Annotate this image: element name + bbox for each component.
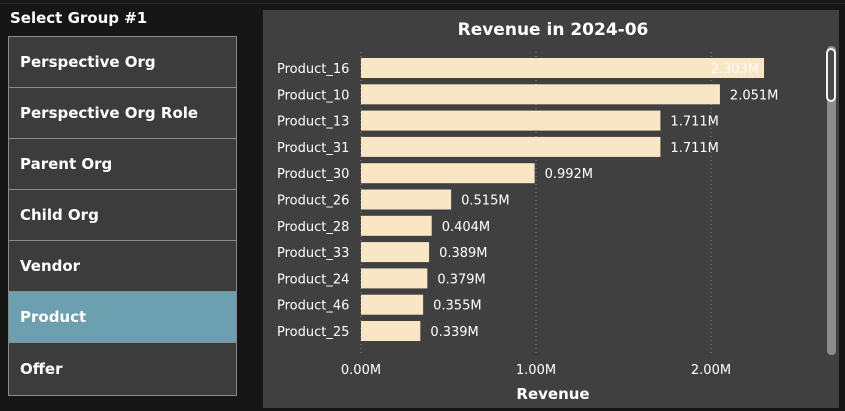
slicer-item-parent-org[interactable]: Parent Org bbox=[9, 139, 236, 190]
slicer-item-label: Parent Org bbox=[20, 155, 113, 173]
data-label: 0.339M bbox=[430, 325, 478, 340]
category-label: Product_26 bbox=[277, 194, 349, 209]
slicer-item-child-org[interactable]: Child Org bbox=[9, 190, 236, 241]
bar bbox=[361, 215, 432, 236]
slicer-item-label: Perspective Org bbox=[20, 53, 156, 71]
bar bbox=[361, 136, 661, 157]
slicer-item-perspective-org[interactable]: Perspective Org bbox=[9, 37, 236, 88]
bar bbox=[361, 163, 535, 184]
bar bbox=[361, 268, 428, 289]
slicer-item-offer[interactable]: Offer bbox=[9, 343, 236, 394]
category-label: Product_16 bbox=[277, 62, 349, 77]
category-label: Product_33 bbox=[277, 246, 349, 261]
category-label: Product_25 bbox=[277, 325, 349, 340]
chart-title: Revenue in 2024-06 bbox=[457, 20, 649, 40]
slicer-item-label: Child Org bbox=[20, 206, 99, 224]
data-label: 1.711M bbox=[670, 115, 718, 130]
bar bbox=[361, 189, 452, 210]
category-label: Product_10 bbox=[277, 88, 349, 103]
data-label: 2.303M bbox=[711, 62, 759, 77]
slicer-item-label: Vendor bbox=[20, 257, 81, 275]
bar bbox=[361, 294, 424, 315]
slicer-item-product[interactable]: Product bbox=[9, 292, 236, 343]
bar bbox=[361, 242, 430, 263]
data-label: 0.992M bbox=[545, 167, 593, 182]
data-label: 0.404M bbox=[442, 220, 490, 235]
x-tick-label: 2.00M bbox=[691, 363, 731, 378]
category-label: Product_24 bbox=[277, 272, 349, 287]
data-label: 1.711M bbox=[670, 141, 718, 156]
bar bbox=[361, 321, 421, 341]
data-label: 2.051M bbox=[730, 88, 778, 103]
x-tick-label: 0.00M bbox=[341, 363, 381, 378]
category-label: Product_46 bbox=[277, 299, 349, 314]
slicer-item-perspective-org-role[interactable]: Perspective Org Role bbox=[9, 88, 236, 139]
bar bbox=[361, 84, 720, 105]
category-label: Product_31 bbox=[277, 141, 349, 156]
x-tick-label: 1.00M bbox=[516, 363, 556, 378]
top-divider bbox=[0, 3, 845, 4]
data-label: 0.389M bbox=[439, 246, 487, 261]
slicer-item-label: Product bbox=[20, 308, 87, 326]
slicer-item-label: Perspective Org Role bbox=[20, 104, 199, 122]
scrollbar-thumb[interactable] bbox=[826, 48, 836, 102]
slicer-item-vendor[interactable]: Vendor bbox=[9, 241, 236, 292]
data-label: 0.355M bbox=[433, 299, 481, 314]
category-label: Product_13 bbox=[277, 115, 349, 130]
data-label: 0.515M bbox=[461, 194, 509, 209]
slicer-title: Select Group #1 bbox=[10, 9, 148, 27]
x-axis-title: Revenue bbox=[516, 385, 589, 403]
bar bbox=[361, 110, 661, 131]
category-label: Product_28 bbox=[277, 220, 349, 235]
data-label: 0.379M bbox=[437, 272, 485, 287]
bar bbox=[361, 58, 765, 78]
group-slicer: Perspective Org Perspective Org Role Par… bbox=[8, 36, 237, 396]
category-label: Product_30 bbox=[277, 167, 349, 182]
revenue-bar-chart: Product_16 2.303M Product_10 2.051M Product_… bbox=[277, 52, 778, 403]
slicer-item-label: Offer bbox=[20, 359, 63, 378]
scrollbar-track[interactable] bbox=[827, 46, 836, 355]
